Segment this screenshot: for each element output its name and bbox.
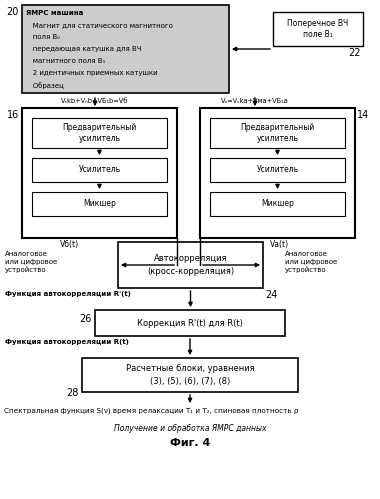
Text: Vб(t): Vб(t) (60, 240, 79, 249)
Bar (95, 310, 285, 336)
Bar (32, 118, 167, 148)
Text: Усилитель: Усилитель (78, 166, 120, 175)
Text: Функция автокорреляции R(t): Функция автокорреляции R(t) (5, 339, 129, 345)
Text: Поперечное ВЧ
поле B₁: Поперечное ВЧ поле B₁ (287, 18, 348, 39)
Text: Vₛkb+Vₙb+VБ₁b=Vб: Vₛkb+Vₙb+VБ₁b=Vб (61, 98, 129, 104)
Bar (22, 5, 229, 93)
Text: Предварительный
усилитель: Предварительный усилитель (62, 123, 137, 143)
Text: передающая катушка для ВЧ: передающая катушка для ВЧ (26, 46, 142, 52)
Text: ЯМРС машина: ЯМРС машина (26, 10, 83, 16)
Text: Аналоговое
или цифровое
устройство: Аналоговое или цифровое устройство (5, 251, 57, 273)
Text: Получение и обработка ЯМРС данных: Получение и обработка ЯМРС данных (114, 424, 266, 433)
Bar (32, 192, 167, 216)
Text: Расчетные блоки, уравнения
(3), (5), (6), (7), (8): Расчетные блоки, уравнения (3), (5), (6)… (126, 364, 254, 386)
Text: 2 идентичных приемных катушки: 2 идентичных приемных катушки (26, 70, 158, 76)
Text: Фиг. 4: Фиг. 4 (170, 438, 210, 448)
Text: Vа(t): Vа(t) (270, 240, 289, 249)
Bar (210, 158, 345, 182)
Text: Предварительный
усилитель: Предварительный усилитель (241, 123, 315, 143)
Text: Коррекция R'(t) для R(t): Коррекция R'(t) для R(t) (137, 318, 243, 327)
Text: поля B₀: поля B₀ (26, 34, 60, 40)
Text: Vₐ=Vₛka+Vмa+VБ₁a: Vₐ=Vₛka+Vмa+VБ₁a (221, 98, 289, 104)
Text: 14: 14 (357, 110, 369, 120)
Text: 20: 20 (6, 7, 19, 17)
Text: 16: 16 (7, 110, 19, 120)
Bar (200, 108, 355, 238)
Text: Усилитель: Усилитель (256, 166, 299, 175)
Text: Функция автокорреляции R'(t): Функция автокорреляции R'(t) (5, 291, 131, 297)
Text: 22: 22 (348, 48, 361, 58)
Text: Микшер: Микшер (83, 200, 116, 209)
Text: 28: 28 (66, 388, 79, 398)
Bar (22, 108, 177, 238)
Text: Автокорреляция
(кросс-корреляция): Автокорреляция (кросс-корреляция) (147, 254, 234, 276)
Bar (210, 118, 345, 148)
Bar (32, 158, 167, 182)
Text: 24: 24 (265, 290, 277, 300)
Text: Микшер: Микшер (261, 200, 294, 209)
Bar (82, 358, 298, 392)
Text: 26: 26 (80, 314, 92, 324)
Bar (210, 192, 345, 216)
Bar (273, 12, 363, 46)
Bar (118, 242, 263, 288)
Text: Аналоговое
или цифровое
устройство: Аналоговое или цифровое устройство (285, 251, 337, 273)
Text: Магнит для статического магнитного: Магнит для статического магнитного (26, 22, 173, 28)
Text: Образец: Образец (26, 82, 64, 89)
Text: Спектральная функция S(ν) время релаксации T₁ и T₂, спиновая плотность ρ: Спектральная функция S(ν) время релаксац… (4, 408, 299, 415)
Text: магнитного поля B₁: магнитного поля B₁ (26, 58, 105, 64)
